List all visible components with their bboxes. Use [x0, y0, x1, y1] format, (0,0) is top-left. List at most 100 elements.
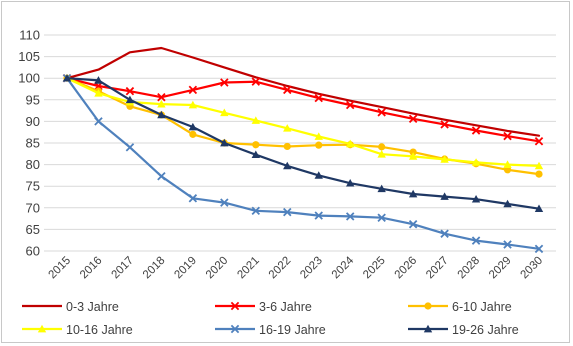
data-point-marker [125, 95, 135, 104]
legend-label: 10-16 Jahre [66, 323, 133, 337]
data-point-marker [345, 100, 355, 110]
series-line [65, 77, 541, 210]
y-tick-label: 110 [19, 28, 40, 43]
data-point-marker [314, 211, 323, 220]
data-point-marker [251, 206, 261, 216]
y-tick-label: 65 [26, 222, 40, 237]
data-point-marker [424, 302, 432, 310]
data-point-marker [534, 137, 544, 146]
legend-entry: 6-10 Jahre [408, 300, 512, 314]
legend-label: 16-19 Jahre [259, 323, 326, 337]
data-point-marker [37, 324, 47, 333]
data-point-marker [503, 131, 512, 141]
x-tick-label: 2030 [519, 255, 546, 282]
series-19-26-jahre [62, 74, 544, 213]
data-point-marker [346, 139, 355, 148]
data-point-marker [471, 158, 481, 166]
data-point-marker [378, 143, 386, 151]
data-point-marker [94, 89, 103, 97]
data-point-marker [62, 74, 72, 82]
data-point-marker [377, 213, 386, 222]
data-point-marker [408, 189, 418, 198]
y-tick-label: 95 [26, 92, 40, 107]
data-point-marker [346, 178, 355, 187]
data-point-marker [283, 85, 292, 95]
y-tick-label: 100 [18, 71, 40, 86]
data-point-marker [251, 150, 260, 159]
data-point-marker [125, 143, 135, 152]
data-point-marker [471, 194, 481, 203]
data-point-marker [314, 171, 323, 179]
data-point-marker [440, 229, 449, 238]
data-point-marker [251, 77, 261, 86]
data-point-marker [471, 236, 481, 245]
data-point-marker [503, 240, 512, 249]
data-point-marker [440, 155, 449, 163]
data-point-marker [283, 142, 291, 151]
data-point-marker [220, 78, 229, 87]
data-point-marker [188, 85, 198, 95]
x-tick-label: 2018 [141, 255, 168, 282]
data-point-marker [503, 166, 512, 174]
data-point-marker [157, 92, 166, 102]
legend: 0-3 Jahre 3-6 Jahre 6-10 Jahre 10-16 Jahre 1… [22, 300, 519, 337]
data-point-marker [377, 150, 386, 158]
data-point-marker [94, 76, 103, 84]
data-point-marker [283, 207, 292, 217]
legend-label: 6-10 Jahre [452, 300, 512, 314]
series-10-16-jahre [62, 74, 544, 170]
gridlines [44, 34, 556, 252]
x-tick-label: 2016 [78, 255, 105, 282]
series-line [65, 46, 541, 137]
data-point-marker [409, 148, 417, 156]
legend-entry: 10-16 Jahre [22, 323, 133, 337]
y-tick-label: 80 [26, 157, 40, 172]
data-point-marker [377, 108, 386, 117]
legend-entry: 16-19 Jahre [215, 323, 326, 337]
x-tick-label: 2029 [487, 255, 514, 282]
x-tick-label: 2025 [361, 255, 388, 282]
data-point-marker [283, 124, 292, 132]
data-point-marker [157, 99, 166, 108]
data-point-marker [230, 324, 240, 334]
data-point-marker [157, 110, 166, 119]
series-0-3-jahre [65, 46, 541, 137]
y-tick-label: 75 [26, 179, 40, 194]
data-point-marker [314, 132, 323, 140]
series-line [65, 77, 541, 167]
data-point-marker [189, 130, 197, 138]
legend-entry: 19-26 Jahre [408, 323, 519, 337]
y-axis: 60 65 70 75 80 85 90 95 100 105 110 [18, 28, 40, 259]
x-axis: 2015 2016 2017 2018 2019 2020 2021 2022 2023 2024… [47, 254, 546, 281]
x-tick-label: 2026 [393, 255, 420, 282]
data-point-marker [188, 122, 198, 131]
legend-label: 19-26 Jahre [452, 323, 519, 337]
data-point-marker [125, 86, 135, 96]
data-point-marker [157, 172, 166, 181]
legend-entry: 3-6 Jahre [215, 300, 312, 314]
series-line [65, 77, 541, 143]
x-tick-label: 2021 [235, 255, 262, 282]
x-tick-label: 2020 [204, 255, 231, 282]
data-point-marker [503, 160, 512, 168]
data-point-marker [440, 120, 449, 129]
data-point-marker [503, 199, 512, 208]
data-point-marker [408, 152, 418, 160]
series-3-6-jahre [62, 73, 544, 146]
data-point-marker [220, 108, 229, 117]
data-point-marker [423, 324, 433, 333]
x-tick-label: 2028 [456, 255, 483, 282]
data-point-marker [94, 117, 103, 126]
data-point-marker [345, 212, 355, 221]
x-tick-label: 2017 [109, 255, 136, 282]
y-tick-label: 70 [26, 200, 40, 215]
data-point-marker [220, 138, 229, 147]
plot-area [62, 46, 544, 254]
series-16-19-jahre [62, 73, 544, 254]
data-point-marker [252, 141, 260, 149]
legend-label: 0-3 Jahre [66, 300, 119, 314]
y-tick-label: 105 [18, 49, 40, 64]
data-point-marker [377, 184, 386, 193]
